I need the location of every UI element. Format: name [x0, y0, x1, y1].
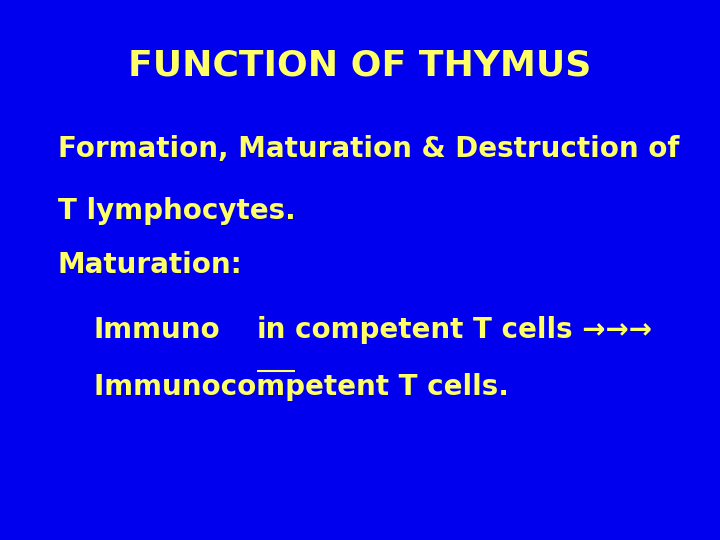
Text: T lymphocytes.: T lymphocytes.	[58, 197, 295, 225]
Text: Immunocompetent T cells.: Immunocompetent T cells.	[94, 373, 508, 401]
Text: FUNCTION OF THYMUS: FUNCTION OF THYMUS	[128, 49, 592, 83]
Text: Maturation:: Maturation:	[58, 251, 243, 279]
Text: Immuno: Immuno	[94, 316, 220, 344]
Text: competent T cells →→→: competent T cells →→→	[295, 316, 652, 344]
Text: Formation, Maturation & Destruction of: Formation, Maturation & Destruction of	[58, 135, 679, 163]
Text: in: in	[257, 316, 287, 344]
